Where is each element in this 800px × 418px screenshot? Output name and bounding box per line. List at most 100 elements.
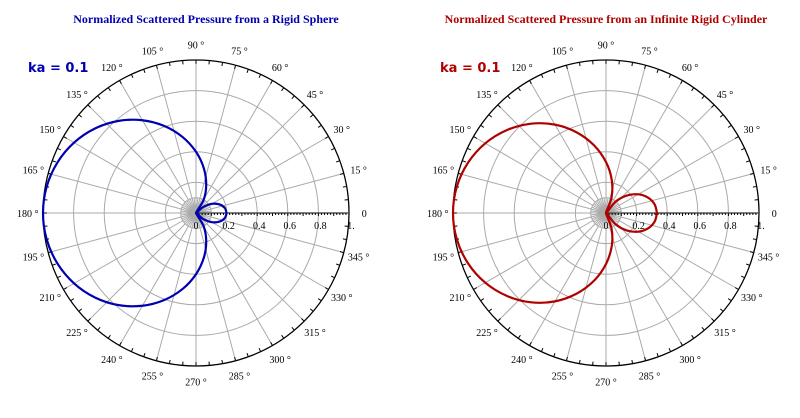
radial-tick-label: 0.8 <box>314 221 327 232</box>
grid-spoke-inner <box>590 210 607 214</box>
angle-tick-label: 45 ° <box>717 90 734 101</box>
angle-tick-mark <box>155 356 158 361</box>
angle-tick-label: 135 ° <box>476 90 498 101</box>
angle-tick-mark <box>631 62 634 67</box>
angle-tick-label: 345 ° <box>348 253 370 264</box>
angle-tick-mark <box>473 287 478 290</box>
angle-tick-mark <box>752 185 757 188</box>
angle-tick-label: 0 <box>362 209 367 220</box>
angle-tick-mark <box>97 95 101 100</box>
angle-tick-label: 225 ° <box>476 328 498 339</box>
grid-spoke <box>195 104 305 214</box>
angle-tick-mark <box>488 308 493 312</box>
grid-spoke <box>48 172 197 214</box>
angle-tick-mark <box>668 347 672 352</box>
angle-tick-label: 105 ° <box>142 46 164 57</box>
angle-tick-mark <box>691 334 695 339</box>
grid-spoke <box>605 212 715 322</box>
grid-spoke-inner <box>591 212 607 220</box>
grid-spoke <box>195 65 237 214</box>
angle-tick-mark <box>258 74 262 79</box>
angle-tick-label: 90 ° <box>188 41 205 52</box>
angle-tick-mark <box>488 114 493 118</box>
grid-spoke <box>195 212 305 322</box>
grid-spoke-inner <box>193 212 197 229</box>
grid-spoke <box>605 212 683 346</box>
angle-tick-label: 255 ° <box>142 372 164 383</box>
angle-tick-mark <box>740 275 745 279</box>
grid-spoke-inner <box>183 212 197 223</box>
angle-tick-mark <box>473 136 478 139</box>
angle-tick-mark <box>578 62 581 67</box>
radial-tick-label: 0 <box>604 221 609 232</box>
angle-tick-mark <box>565 356 568 361</box>
chart-title: Normalized Scattered Pressure from a Rig… <box>73 12 339 26</box>
angle-tick-mark <box>52 263 56 266</box>
grid-spoke-inner <box>596 200 607 214</box>
angle-tick-mark <box>727 124 732 128</box>
angle-tick-mark <box>97 326 101 331</box>
ka-annotation: ka = 0.1 <box>28 61 88 76</box>
angle-tick-mark <box>309 114 314 118</box>
angle-tick-label: 180 ° <box>427 209 449 220</box>
angle-tick-mark <box>270 341 273 346</box>
angle-tick-mark <box>143 353 146 357</box>
grid-spoke-inner <box>599 198 607 214</box>
angle-tick-mark <box>246 69 249 73</box>
angle-tick-label: 75 ° <box>231 46 248 57</box>
angle-tick-mark <box>656 353 659 357</box>
angle-tick-mark <box>234 356 237 361</box>
angle-tick-mark <box>281 87 285 92</box>
angle-tick-mark <box>168 62 171 67</box>
grid-spoke-inner <box>593 203 607 214</box>
angle-tick-mark <box>107 334 111 339</box>
angle-tick-mark <box>480 298 485 302</box>
pressure-curve <box>451 122 659 304</box>
angle-tick-mark <box>467 147 472 151</box>
grid-spoke <box>195 172 344 214</box>
angle-tick-mark <box>221 62 224 67</box>
angle-tick-label: 210 ° <box>39 293 61 304</box>
angle-tick-mark <box>462 263 466 266</box>
angle-tick-mark <box>711 318 715 322</box>
angle-tick-label: 165 ° <box>433 165 455 176</box>
grid-spoke-inner <box>596 212 607 226</box>
angle-tick-mark <box>130 74 134 79</box>
angle-tick-label: 345 ° <box>758 253 780 264</box>
angle-tick-mark <box>565 65 568 70</box>
radial-tick-label: 0.6 <box>694 221 707 232</box>
angle-tick-mark <box>746 263 750 266</box>
grid-spoke <box>605 212 739 290</box>
grid-spoke-inner <box>590 212 607 216</box>
grid-spoke-inner <box>591 206 607 214</box>
angle-tick-mark <box>221 359 224 364</box>
angle-tick-label: 120 ° <box>511 63 533 74</box>
angle-tick-mark <box>78 308 83 312</box>
angle-tick-mark <box>52 160 56 163</box>
angle-tick-mark <box>270 80 273 85</box>
angle-tick-label: 300 ° <box>679 355 701 366</box>
angle-tick-mark <box>87 104 91 108</box>
grid-spoke-inner <box>181 206 197 214</box>
grid-spoke <box>195 212 273 346</box>
angle-tick-mark <box>339 251 344 254</box>
angle-tick-mark <box>497 318 501 322</box>
angle-tick-mark <box>324 136 329 139</box>
angle-tick-mark <box>719 308 724 312</box>
grid-spoke <box>529 212 607 346</box>
grid-spoke-inner <box>593 212 607 223</box>
grid-spoke-inner <box>186 212 197 226</box>
angle-tick-label: 165 ° <box>23 165 45 176</box>
angle-tick-label: 15 ° <box>350 165 367 176</box>
angle-tick-mark <box>78 114 83 118</box>
grid-spoke <box>605 80 683 214</box>
angle-tick-mark <box>540 347 544 352</box>
angle-tick-mark <box>462 160 466 163</box>
angle-tick-mark <box>507 95 511 100</box>
grid-spoke-inner <box>189 212 197 228</box>
grid-spoke-inner <box>186 200 197 214</box>
grid-spoke <box>195 212 344 254</box>
grid-spoke <box>155 212 197 361</box>
angle-tick-mark <box>246 353 249 357</box>
angle-tick-mark <box>680 341 683 346</box>
